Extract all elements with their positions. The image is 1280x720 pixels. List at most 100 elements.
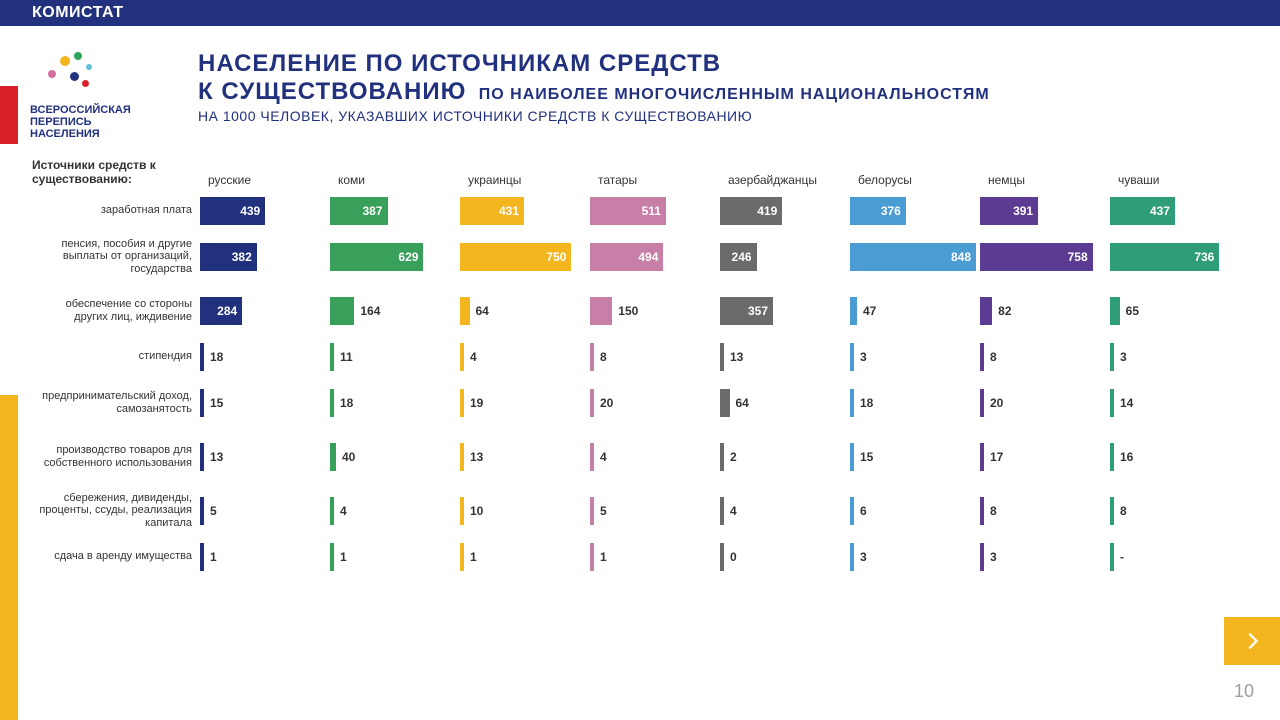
bar-value: 13 — [730, 350, 743, 364]
bar-cell: 5 — [590, 497, 720, 525]
bar-value: 20 — [990, 396, 1003, 410]
bar — [980, 443, 984, 471]
bar — [200, 497, 204, 525]
bar — [980, 497, 984, 525]
bar — [980, 543, 984, 571]
bar-value: 19 — [470, 396, 483, 410]
bar-value: 3 — [860, 350, 867, 364]
bar — [460, 497, 464, 525]
bar-cell: 8 — [590, 343, 720, 371]
column-header: русские — [200, 173, 330, 187]
column-header: коми — [330, 173, 460, 187]
bar: 357 — [720, 297, 773, 325]
row-label: пенсия, пособия и другие выплаты от орга… — [32, 238, 200, 276]
bar-cell: 64 — [720, 389, 850, 417]
bar-value: 1 — [340, 550, 347, 564]
bar-value: 1 — [210, 550, 217, 564]
bar — [200, 443, 204, 471]
bar-cell: 391 — [980, 197, 1110, 225]
bar — [590, 497, 594, 525]
row-label: обеспечение со стороны других лиц, иждив… — [32, 298, 200, 323]
bar-cell: 16 — [1110, 443, 1240, 471]
bar — [460, 343, 464, 371]
data-row: производство товаров для собственного ис… — [32, 435, 1240, 479]
bar-cell: 387 — [330, 197, 460, 225]
bar-value: 13 — [470, 450, 483, 464]
bar-value: 150 — [618, 304, 638, 318]
bar-value: 18 — [340, 396, 353, 410]
bar-cell: 736 — [1110, 243, 1240, 271]
bar-cell: 20 — [590, 389, 720, 417]
bar-value: 4 — [340, 504, 347, 518]
bar-cell: 382 — [200, 243, 330, 271]
bar-cell: 64 — [460, 297, 590, 325]
bar — [330, 389, 334, 417]
bar-cell: 1 — [460, 543, 590, 571]
bar-value: 16 — [1120, 450, 1133, 464]
bar: 736 — [1110, 243, 1219, 271]
bar-value: 65 — [1126, 304, 1139, 318]
bar-cell: 65 — [1110, 297, 1240, 325]
bar-value: 10 — [470, 504, 483, 518]
bar-cell: 14 — [1110, 389, 1240, 417]
bar-cell: 18 — [850, 389, 980, 417]
bar: 494 — [590, 243, 663, 271]
bar — [850, 497, 854, 525]
bar — [720, 543, 724, 571]
column-header: белорусы — [850, 173, 980, 187]
bar-value: 1 — [600, 550, 607, 564]
bar-value: 8 — [600, 350, 607, 364]
data-row: заработная плата439387431511419376391437 — [32, 197, 1240, 225]
bar-cell: 3 — [980, 543, 1110, 571]
bar — [850, 297, 857, 325]
bar-cell: 10 — [460, 497, 590, 525]
bar — [200, 543, 204, 571]
bar-value: 82 — [998, 304, 1011, 318]
bar-cell: 11 — [330, 343, 460, 371]
bar-value: 3 — [990, 550, 997, 564]
logo-text: ВСЕРОССИЙСКАЯ ПЕРЕПИСЬ НАСЕЛЕНИЯ — [30, 104, 180, 140]
bar-value: 1 — [470, 550, 477, 564]
data-row: пенсия, пособия и другие выплаты от орга… — [32, 235, 1240, 279]
bar-cell: 150 — [590, 297, 720, 325]
bar — [460, 297, 470, 325]
bar — [1110, 443, 1114, 471]
bar-cell: 750 — [460, 243, 590, 271]
bar — [200, 343, 204, 371]
row-label: производство товаров для собственного ис… — [32, 444, 200, 469]
logo-line3: НАСЕЛЕНИЯ — [30, 128, 180, 140]
bar-cell: 246 — [720, 243, 850, 271]
bar — [590, 297, 612, 325]
bar-cell: 47 — [850, 297, 980, 325]
bar-cell: 8 — [980, 497, 1110, 525]
bar-value: 8 — [990, 504, 997, 518]
bar-cell: 17 — [980, 443, 1110, 471]
next-button[interactable] — [1224, 617, 1280, 665]
bar — [330, 297, 354, 325]
bar-value: 0 — [730, 550, 737, 564]
data-row: обеспечение со стороны других лиц, иждив… — [32, 289, 1240, 333]
bar — [1110, 343, 1114, 371]
bar-cell: 4 — [720, 497, 850, 525]
bar-cell: 3 — [850, 343, 980, 371]
bar-cell: 0 — [720, 543, 850, 571]
bar — [850, 389, 854, 417]
bar-cell: 758 — [980, 243, 1110, 271]
bar: 437 — [1110, 197, 1175, 225]
bar — [1110, 297, 1120, 325]
bar-chart: Источники средств к существованию: русск… — [32, 158, 1240, 571]
title-line2b: ПО НАИБОЛЕЕ МНОГОЧИСЛЕННЫМ НАЦИОНАЛЬНОСТ… — [479, 86, 990, 103]
bar-cell: 8 — [980, 343, 1110, 371]
bar — [1110, 543, 1114, 571]
logo-dots — [30, 50, 105, 100]
logo-line2: ПЕРЕПИСЬ — [30, 116, 180, 128]
bar-value: 11 — [340, 350, 353, 364]
bar — [590, 389, 594, 417]
yellow-accent — [0, 395, 18, 720]
title-line3: НА 1000 ЧЕЛОВЕК, УКАЗАВШИХ ИСТОЧНИКИ СРЕ… — [198, 108, 1240, 124]
bar-cell: 3 — [850, 543, 980, 571]
logo-line1: ВСЕРОССИЙСКАЯ — [30, 104, 180, 116]
bar-cell: 4 — [460, 343, 590, 371]
bar: 376 — [850, 197, 906, 225]
bar-value: 18 — [210, 350, 223, 364]
